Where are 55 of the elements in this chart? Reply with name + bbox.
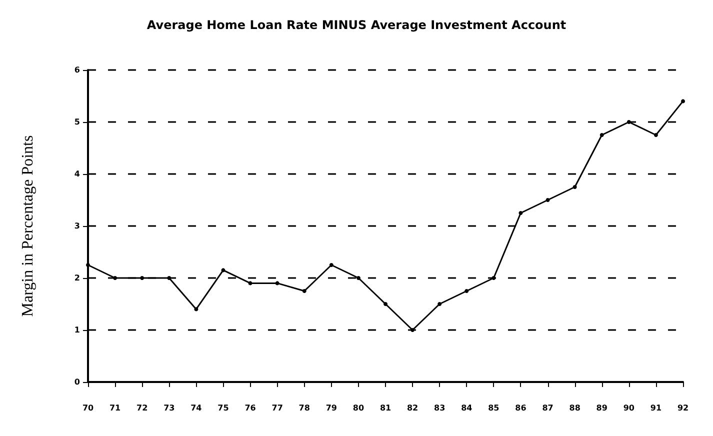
x-tick-label: 73 (164, 404, 175, 412)
x-tick-label: 77 (272, 404, 283, 412)
x-tick-label: 72 (136, 404, 148, 412)
point (438, 302, 442, 306)
y-tick-label: 6 (74, 66, 80, 74)
x-tick-label: 78 (298, 404, 310, 412)
x-tick-label: 92 (677, 404, 689, 412)
y-axis-title: Margin in Percentage Points (20, 135, 36, 317)
point (626, 120, 631, 124)
x-tick-label: 87 (542, 404, 554, 412)
point (248, 281, 252, 286)
y-tick-label: 0 (74, 378, 80, 386)
y-tick-label: 5 (74, 118, 80, 126)
point (654, 133, 658, 137)
y-tick-label: 1 (74, 326, 80, 334)
point (464, 289, 469, 293)
point (275, 281, 280, 286)
x-tick-label: 71 (109, 404, 122, 412)
x-tick-label: 82 (406, 404, 418, 412)
x-tick-label: 91 (650, 404, 662, 412)
x-tick-label: 81 (380, 404, 392, 412)
x-tick-label: 88 (569, 404, 581, 412)
point (410, 328, 415, 332)
point (167, 276, 172, 280)
point (113, 276, 118, 280)
y-tick-label: 2 (74, 274, 80, 282)
y-tick-label: 3 (74, 222, 80, 230)
chart-title: Average Home Loan Rate MINUS Average Investment Account (146, 18, 566, 32)
x-tick-label: 79 (326, 404, 338, 412)
point (221, 268, 226, 272)
point (546, 198, 550, 202)
x-tick-label: 85 (488, 404, 500, 412)
x-tick-label: 86 (515, 404, 527, 412)
point (86, 263, 90, 267)
point (302, 289, 306, 293)
point (492, 276, 496, 280)
point (600, 133, 604, 137)
point (518, 211, 523, 215)
point (329, 263, 334, 267)
x-tick-label: 84 (461, 404, 473, 412)
point (356, 276, 360, 280)
point (572, 185, 577, 189)
x-tick-label: 75 (218, 404, 230, 412)
x-tick-label: 80 (352, 404, 364, 412)
y-tick-label: 4 (74, 170, 80, 178)
x-tick-label: 89 (596, 404, 608, 412)
x-tick-label: 74 (190, 404, 202, 412)
point (194, 307, 198, 312)
x-tick-label: 90 (623, 404, 635, 412)
point (681, 99, 685, 104)
x-tick-label: 76 (244, 404, 256, 412)
point (384, 302, 388, 306)
point (140, 276, 144, 280)
x-tick-label: 83 (434, 404, 446, 412)
x-tick-label: 70 (82, 404, 94, 412)
